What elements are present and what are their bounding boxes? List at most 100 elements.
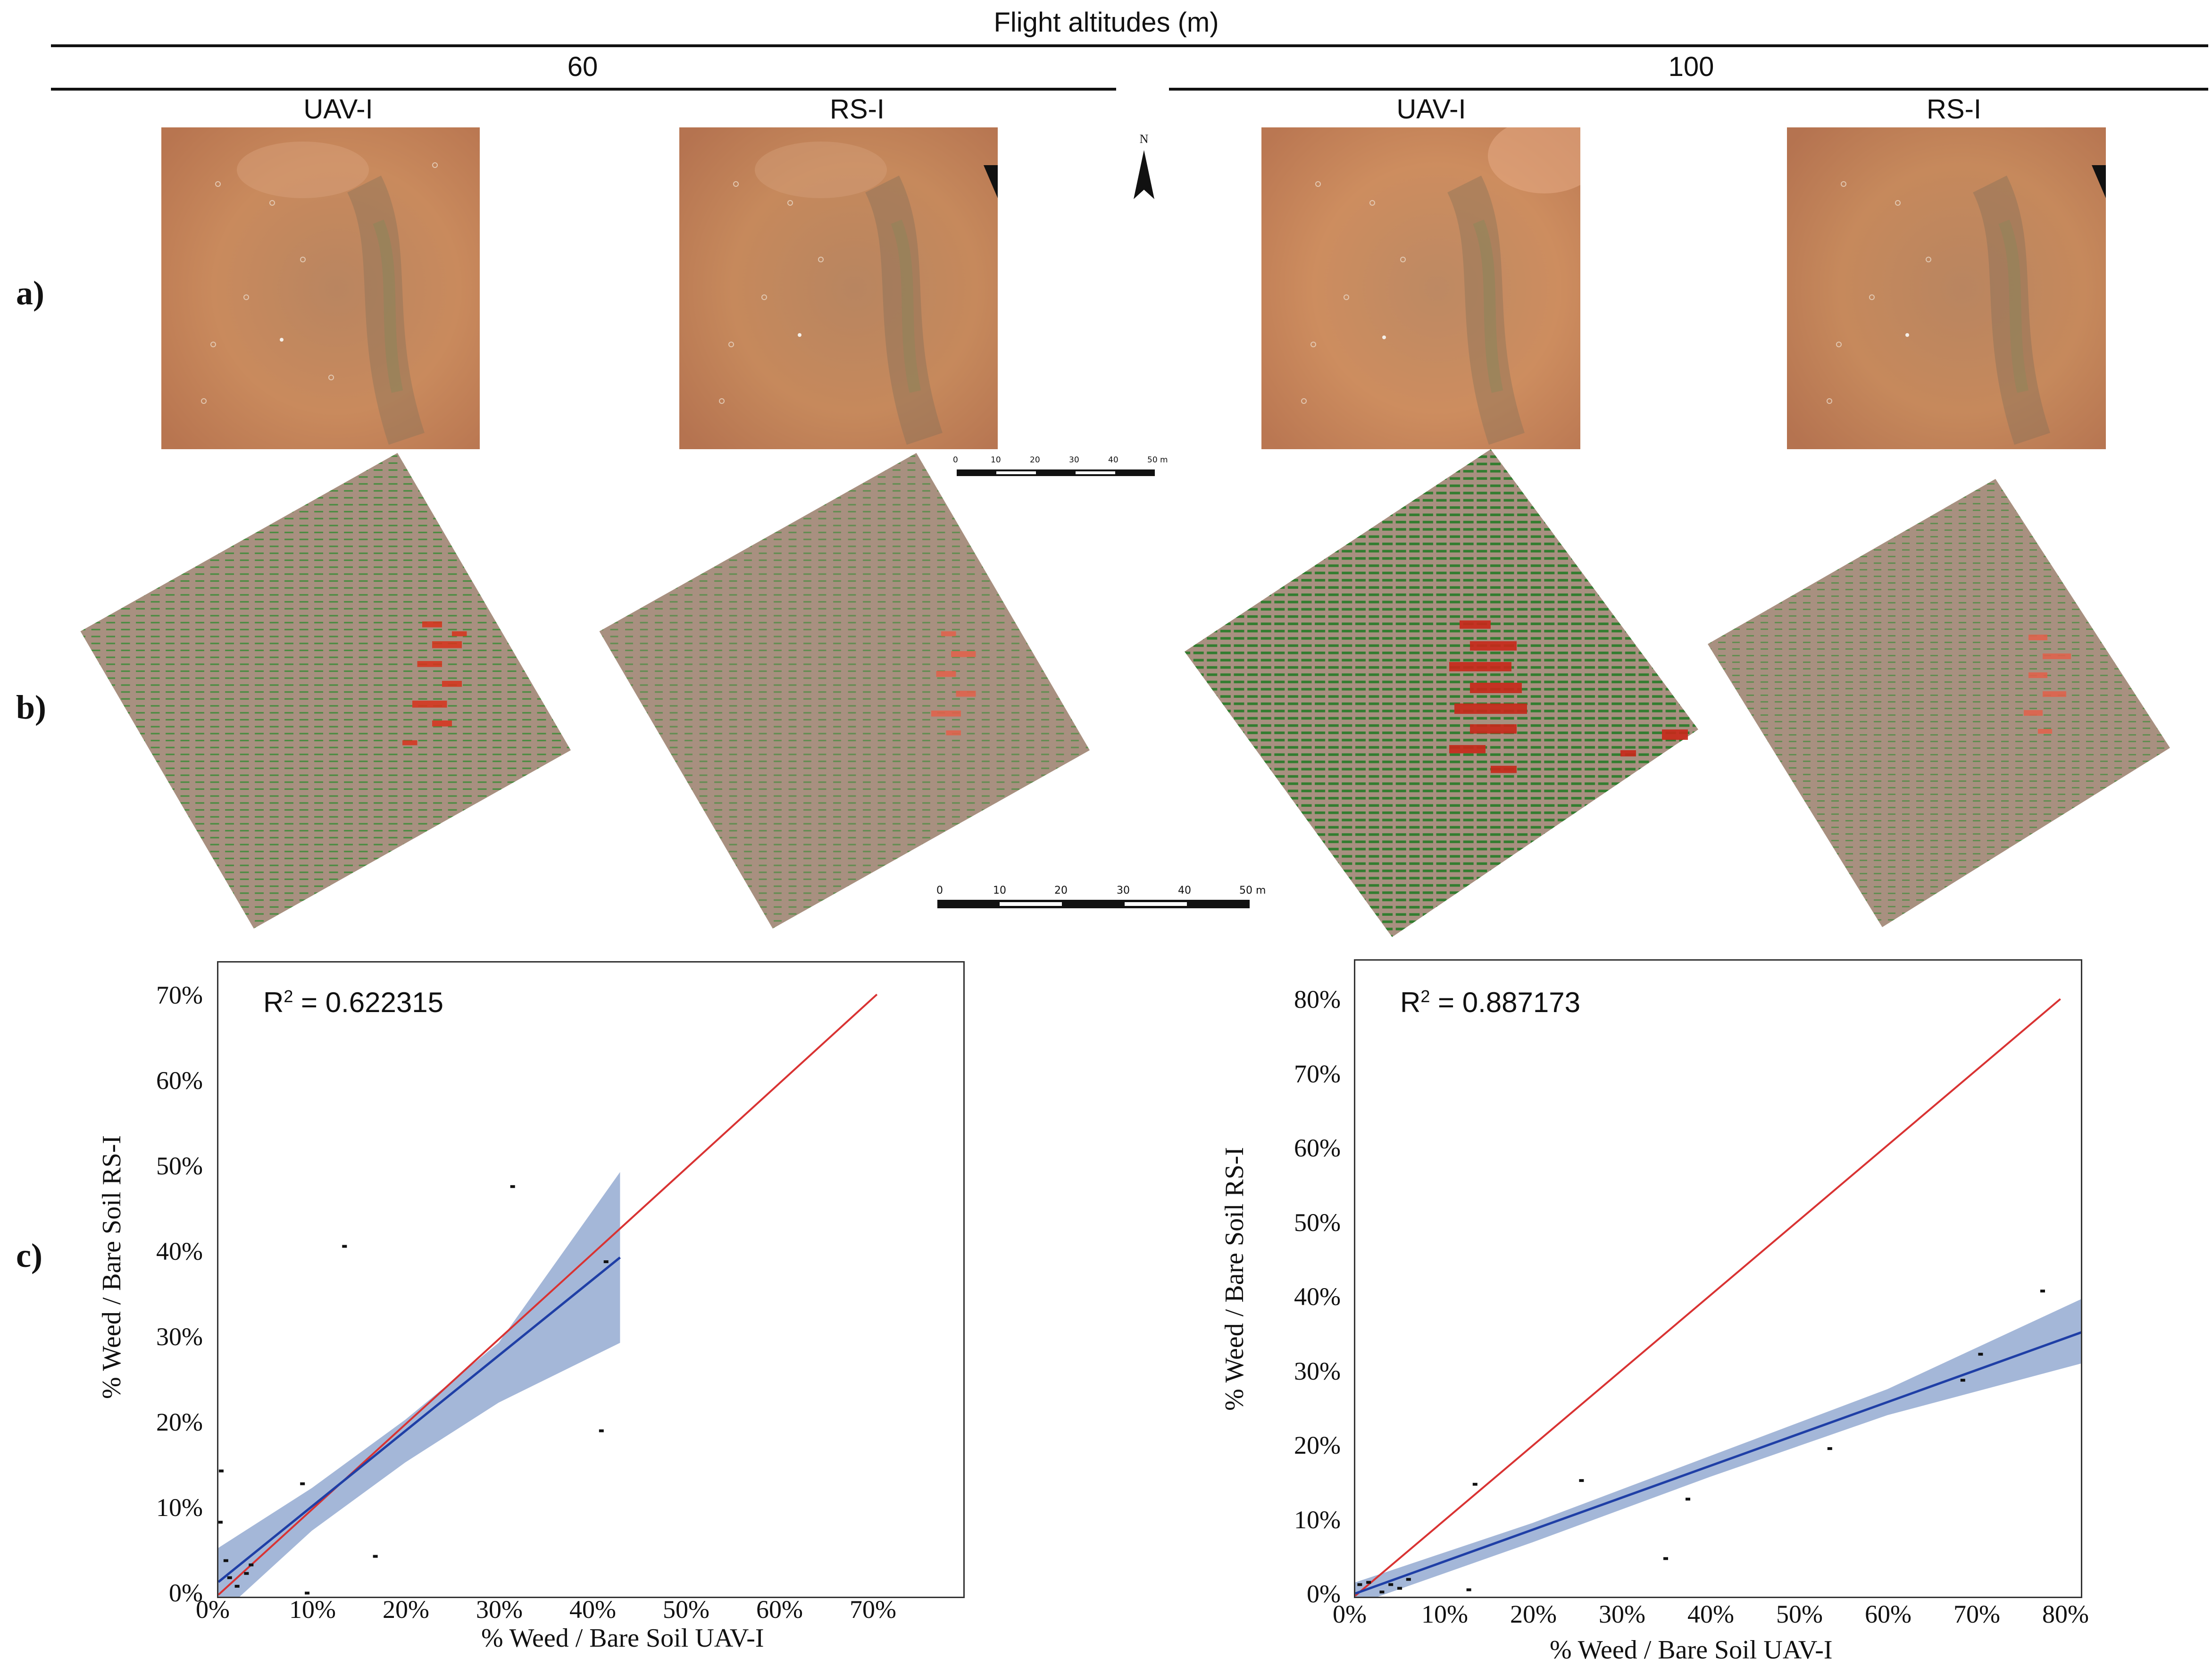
data-point [1663, 1557, 1668, 1560]
identity-line [1355, 998, 2061, 1597]
data-point [223, 1559, 228, 1562]
column-header-uav-100: UAV-I [1396, 94, 1466, 125]
x-tick-label: 70% [1953, 1600, 2000, 1628]
data-point [1686, 1498, 1690, 1501]
altitude-100-header: 100 [1668, 51, 1714, 82]
scatter-plot-area [218, 994, 878, 1597]
x-tick-label: 70% [850, 1595, 896, 1624]
scale-label: 50 m [1239, 885, 1266, 896]
data-point [249, 1563, 254, 1566]
r2-value: = 0.887173 [1430, 987, 1581, 1018]
data-point [234, 1584, 240, 1588]
weed-map-uav-60 [75, 453, 571, 948]
data-point [373, 1555, 378, 1558]
scale-label: 0 [936, 885, 943, 896]
scale-label: 20 [1030, 455, 1040, 465]
scatter-chart-100: R2 = 0.887173 [1354, 959, 2082, 1598]
scale-label: 50 m [1147, 455, 1168, 465]
data-point [1406, 1578, 1411, 1581]
data-point [510, 1185, 515, 1188]
photo-uav-60 [161, 127, 480, 449]
soil-photo-image [1787, 127, 2106, 449]
data-point [227, 1576, 232, 1579]
scale-label: 40 [1178, 885, 1191, 896]
scale-label: 30 [1117, 885, 1130, 896]
north-label: N [1139, 132, 1149, 146]
data-point [1978, 1353, 1983, 1356]
data-point [2040, 1290, 2045, 1293]
scatter-plot-area [1355, 998, 2081, 1597]
y-tick-label: 70% [156, 981, 203, 1009]
x-tick-label: 0% [1333, 1600, 1367, 1628]
r2-value: = 0.622315 [293, 987, 444, 1018]
row-label-a: a) [16, 274, 44, 312]
soil-photo-image [679, 127, 998, 449]
classified-map-image [80, 453, 571, 929]
data-point [218, 1469, 224, 1473]
y-tick-label: 30% [1294, 1357, 1341, 1385]
data-point [300, 1482, 305, 1485]
row-label-b: b) [16, 688, 47, 726]
x-axis-label-60: % Weed / Bare Soil UAV-I [481, 1624, 764, 1653]
weed-map-rs-60 [594, 453, 1090, 948]
y-axis-label-60: % Weed / Bare Soil RS-I [97, 1135, 126, 1399]
x-tick-label: 80% [2042, 1600, 2089, 1628]
scatter-chart-60: R2 = 0.622315 [217, 961, 965, 1598]
confidence-band [1355, 1299, 2081, 1597]
y-tick-label: 10% [156, 1493, 203, 1522]
x-tick-label: 60% [1865, 1600, 1912, 1628]
weed-map-rs-100 [1703, 465, 2175, 955]
scale-label: 10 [991, 455, 1001, 465]
data-point [1388, 1583, 1394, 1586]
altitude-60-rule [51, 88, 1116, 91]
scale-bar-small: 0 10 20 30 40 50 m [953, 455, 1168, 479]
x-tick-label: 30% [1599, 1600, 1645, 1628]
data-point [1366, 1581, 1371, 1584]
data-point [1466, 1588, 1471, 1591]
scale-label: 20 [1054, 885, 1068, 896]
altitude-60-header: 60 [567, 51, 598, 82]
data-point [1827, 1447, 1832, 1450]
altitude-100-rule [1169, 88, 2208, 91]
y-tick-label: 50% [156, 1152, 203, 1180]
flight-altitudes-header: Flight altitudes (m) [993, 7, 1219, 38]
y-tick-label: 40% [1294, 1282, 1341, 1311]
photo-rs-60 [679, 127, 998, 449]
y-tick-label: 20% [1294, 1431, 1341, 1459]
x-tick-label: 10% [289, 1595, 336, 1624]
x-tick-label: 50% [663, 1595, 710, 1624]
soil-photo-image [161, 127, 480, 449]
north-arrow: N [1130, 132, 1158, 212]
r2-annotation-60: R2 = 0.622315 [263, 986, 443, 1019]
data-point [1379, 1591, 1385, 1594]
column-header-rs-60: RS-I [830, 94, 885, 125]
y-tick-label: 10% [1294, 1505, 1341, 1534]
data-point [244, 1572, 249, 1575]
y-tick-label: 60% [156, 1066, 203, 1095]
data-point [1357, 1583, 1362, 1586]
data-point [1579, 1479, 1584, 1482]
r2-prefix: R [263, 987, 284, 1018]
x-tick-label: 0% [196, 1595, 230, 1624]
y-tick-label: 80% [1294, 985, 1341, 1013]
y-axis-label-100: % Weed / Bare Soil RS-I [1220, 1147, 1249, 1411]
data-point [1960, 1379, 1965, 1382]
north-arrow-icon [1134, 150, 1154, 199]
data-point [342, 1245, 347, 1248]
row-label-c: c) [16, 1237, 42, 1274]
scale-label: 0 [953, 455, 958, 465]
scale-label: 40 [1108, 455, 1119, 465]
y-tick-label: 70% [1294, 1059, 1341, 1088]
r2-superscript: 2 [1420, 987, 1430, 1006]
regression-line [1355, 1331, 2081, 1595]
r2-annotation-100: R2 = 0.887173 [1400, 986, 1580, 1019]
x-axis-label-100: % Weed / Bare Soil UAV-I [1550, 1635, 1833, 1665]
scale-label: 10 [993, 885, 1006, 896]
r2-prefix: R [1400, 987, 1421, 1018]
classified-map-image [599, 453, 1090, 929]
confidence-band [218, 1172, 620, 1597]
column-header-rs-100: RS-I [1927, 94, 1981, 125]
y-tick-label: 0% [1307, 1580, 1341, 1608]
scale-bar-graphic [957, 469, 1155, 476]
identity-line [218, 994, 878, 1596]
